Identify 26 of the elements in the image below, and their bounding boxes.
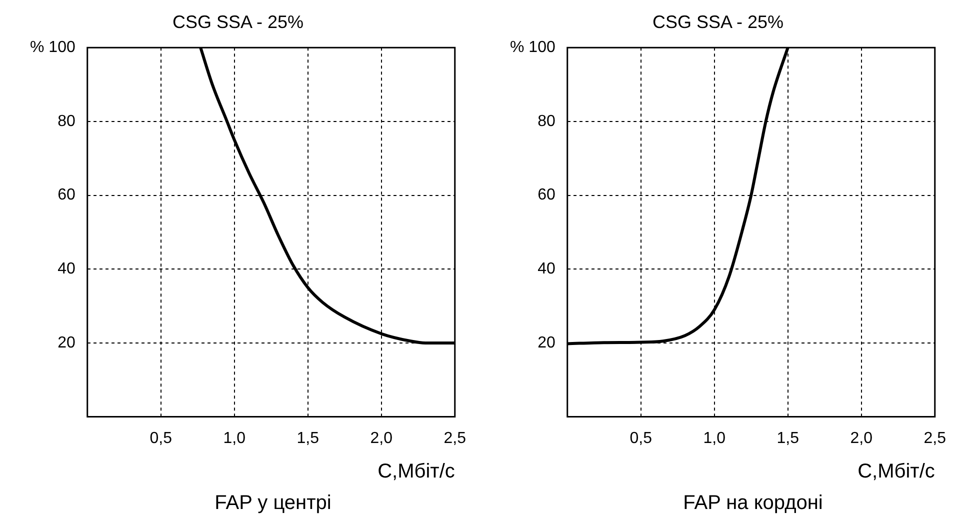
x-axis-title: C,Мбіт/с — [378, 460, 455, 483]
y-tick-label: 60 — [58, 186, 76, 204]
y-tick-label: % 100 — [510, 39, 556, 56]
x-tick-label: 1,5 — [776, 430, 800, 447]
text: FAP на кордоні — [683, 492, 823, 515]
x-tick-label: 0,5 — [150, 430, 172, 447]
y-tick-label: 80 — [538, 112, 556, 130]
x-tick-label: 2,5 — [924, 430, 946, 447]
y-tick-label: 80 — [58, 112, 76, 130]
y-tick-label: 40 — [538, 260, 556, 278]
x-tick-label: 1,0 — [703, 430, 726, 447]
x-tick-label: 2,0 — [850, 430, 873, 447]
chart-title: CSG SSA - 25% — [172, 12, 304, 32]
y-tick-label: 20 — [538, 334, 556, 352]
text: FAP у центрі — [214, 492, 332, 515]
x-tick-label: 0,5 — [630, 430, 652, 447]
x-tick-label: 2,0 — [370, 430, 393, 447]
x-tick-label: 2,5 — [444, 430, 466, 447]
x-axis-title: C,Мбіт/с — [858, 460, 935, 483]
x-tick-label: 1,0 — [223, 430, 246, 447]
chart-title: CSG SSA - 25% — [652, 12, 784, 32]
y-tick-label: 20 — [58, 334, 76, 352]
x-tick-label: 1,5 — [296, 430, 320, 447]
y-tick-label: % 100 — [30, 39, 76, 56]
y-tick-label: 60 — [538, 186, 556, 204]
y-tick-label: 40 — [58, 260, 76, 278]
